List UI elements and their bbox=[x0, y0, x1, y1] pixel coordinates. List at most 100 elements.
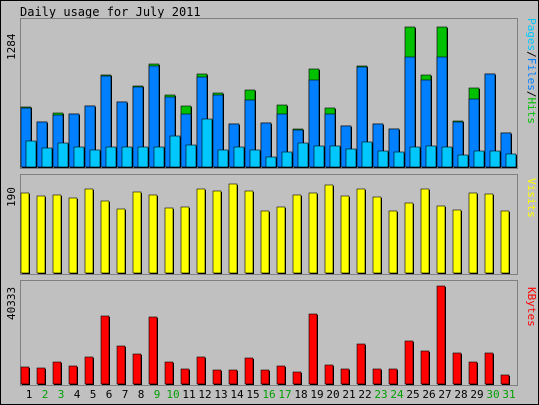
x-tick-label: 25 bbox=[406, 388, 419, 401]
kbytes-bar bbox=[340, 368, 350, 385]
visits-bar bbox=[36, 195, 46, 274]
visits-bar bbox=[212, 190, 222, 274]
x-tick-label: 23 bbox=[374, 388, 387, 401]
visits-bar bbox=[452, 209, 462, 274]
x-tick-label: 1 bbox=[26, 388, 33, 401]
kbytes-bar bbox=[484, 352, 494, 385]
visits-bar bbox=[292, 194, 302, 274]
kbytes-bar bbox=[260, 369, 270, 385]
kbytes-bar bbox=[436, 285, 446, 385]
kbytes-bar bbox=[36, 367, 46, 385]
visits-bar bbox=[164, 207, 174, 274]
kbytes-bar bbox=[308, 313, 318, 385]
pages-bar bbox=[73, 146, 85, 168]
visits-bar bbox=[404, 202, 414, 274]
visits-bar bbox=[228, 183, 238, 274]
pages-bar bbox=[121, 146, 133, 168]
legend-part: Files bbox=[525, 58, 538, 91]
kbytes-bar bbox=[356, 343, 366, 385]
pages-bar bbox=[345, 148, 357, 168]
visits-bar bbox=[196, 188, 206, 274]
x-tick-label: 15 bbox=[246, 388, 259, 401]
kbytes-bar bbox=[404, 340, 414, 385]
kbytes-bar bbox=[100, 315, 110, 385]
x-tick-label: 18 bbox=[294, 388, 307, 401]
x-tick-label: 13 bbox=[214, 388, 227, 401]
x-tick-label: 20 bbox=[326, 388, 339, 401]
visits-bar bbox=[356, 188, 366, 274]
visits-bar bbox=[388, 210, 398, 274]
visits-bar bbox=[340, 195, 350, 274]
pages-bar bbox=[41, 147, 53, 168]
x-tick-label: 10 bbox=[166, 388, 179, 401]
pages-bar bbox=[137, 146, 149, 168]
visits-bar bbox=[276, 206, 286, 274]
visits-bar bbox=[132, 191, 142, 274]
kbytes-bar bbox=[68, 365, 78, 385]
visits-bar bbox=[324, 184, 334, 274]
kbytes-bar bbox=[84, 356, 94, 385]
legend-part: / bbox=[525, 51, 538, 58]
x-tick-label: 7 bbox=[122, 388, 129, 401]
visits-bars bbox=[20, 183, 510, 274]
kbytes-bar bbox=[212, 369, 222, 385]
pages-bar bbox=[201, 118, 213, 168]
visits-bar bbox=[420, 188, 430, 274]
pages-bar bbox=[425, 145, 437, 168]
x-tick-label: 22 bbox=[358, 388, 371, 401]
pages-bar bbox=[489, 150, 501, 168]
x-tick-label: 3 bbox=[58, 388, 65, 401]
kbytes-bar bbox=[452, 352, 462, 385]
x-tick-label: 30 bbox=[486, 388, 499, 401]
pages-bar bbox=[57, 142, 69, 168]
kbytes-bar bbox=[116, 345, 126, 385]
pages-bar bbox=[473, 150, 485, 168]
visits-bar bbox=[308, 192, 318, 274]
kbytes-bars bbox=[20, 285, 510, 385]
x-tick-label: 11 bbox=[182, 388, 195, 401]
legend-part: / bbox=[525, 91, 538, 98]
kbytes-bar bbox=[388, 368, 398, 385]
visits-bar bbox=[84, 188, 94, 274]
hits-legend: Pages/Files/Hits bbox=[525, 18, 538, 124]
visits-panel: 190 Visits bbox=[5, 174, 538, 275]
kbytes-bar bbox=[180, 368, 190, 385]
visits-bar bbox=[484, 193, 494, 274]
pages-bar bbox=[169, 135, 181, 168]
pages-bar bbox=[281, 151, 293, 168]
pages-bar bbox=[377, 150, 389, 168]
pages-bar bbox=[217, 149, 229, 168]
pages-bar bbox=[361, 141, 373, 168]
x-tick-label: 8 bbox=[138, 388, 145, 401]
kbytes-max-label: 40333 bbox=[5, 287, 18, 320]
x-tick-label: 6 bbox=[106, 388, 113, 401]
kbytes-bar bbox=[500, 374, 510, 385]
pages-bar bbox=[313, 145, 325, 168]
kbytes-bar bbox=[292, 371, 302, 385]
visits-bar bbox=[244, 190, 254, 274]
kbytes-bar bbox=[164, 361, 174, 385]
x-tick-label: 2 bbox=[42, 388, 49, 401]
kbytes-bar bbox=[20, 366, 30, 385]
kbytes-panel: 40333 KBytes bbox=[5, 280, 538, 386]
hits-max-label: 1284 bbox=[5, 33, 18, 60]
visits-bar bbox=[436, 205, 446, 274]
x-tick-label: 24 bbox=[390, 388, 404, 401]
kbytes-bar bbox=[52, 361, 62, 385]
pages-bar bbox=[441, 146, 453, 168]
visits-bar bbox=[20, 192, 30, 274]
visits-bar bbox=[500, 210, 510, 274]
pages-bar bbox=[89, 149, 101, 168]
x-tick-label: 31 bbox=[502, 388, 515, 401]
kbytes-legend: KBytes bbox=[525, 287, 538, 327]
pages-bar bbox=[153, 146, 165, 168]
visits-bar bbox=[468, 192, 478, 274]
kbytes-bar bbox=[148, 316, 158, 385]
kbytes-bar bbox=[244, 357, 254, 385]
x-axis-labels: 1 2 3 4 5 6 7 8 9 10 11 12 13 14 15 16 17 18 19 20 21 22 23 24 2… bbox=[26, 388, 516, 401]
x-tick-label: 9 bbox=[154, 388, 161, 401]
hits-bars bbox=[20, 26, 517, 168]
pages-bar bbox=[297, 142, 309, 168]
x-tick-label: 16 bbox=[262, 388, 275, 401]
